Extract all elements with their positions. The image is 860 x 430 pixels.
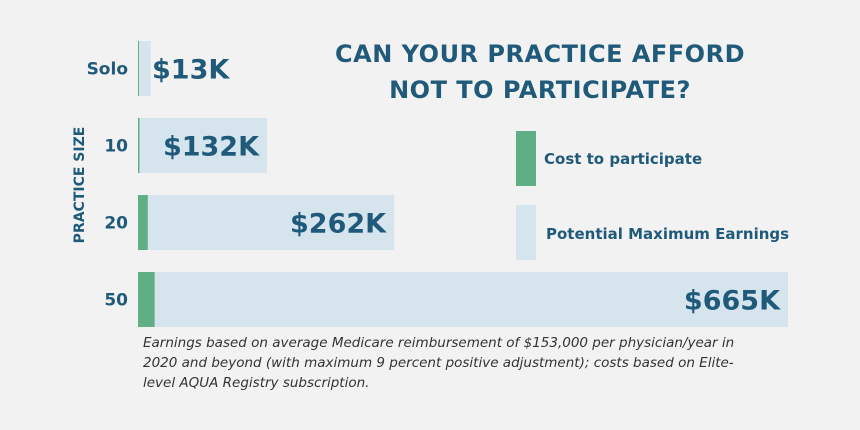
category-label-1: 10 — [104, 137, 128, 157]
cost-bar-1 — [138, 118, 140, 173]
legend-label-earnings: Potential Maximum Earnings — [546, 225, 790, 243]
earnings-bar-0 — [138, 41, 151, 96]
value-label-2: $262K — [290, 209, 387, 240]
earnings-bar-1 — [138, 118, 268, 173]
cost-bar-3 — [138, 272, 155, 327]
cost-bar-2 — [138, 195, 148, 250]
category-label-0: Solo — [87, 60, 128, 80]
chart-title: CAN YOUR PRACTICE AFFORD NOT TO PARTICIP… — [300, 36, 780, 108]
value-label-1: $132K — [163, 132, 260, 163]
footnote: Earnings based on average Medicare reimb… — [143, 335, 735, 391]
legend-swatch-cost — [516, 131, 536, 186]
legend-label-cost: Cost to participate — [544, 150, 703, 168]
legend-swatch-earnings — [516, 205, 536, 260]
title-line-1: CAN YOUR PRACTICE AFFORD — [335, 40, 745, 68]
category-label-2: 20 — [104, 214, 128, 234]
value-label-0: $13K — [152, 55, 230, 86]
cost-bar-0 — [138, 41, 139, 96]
title-line-2: NOT TO PARTICIPATE? — [389, 76, 691, 104]
earnings-bar-2 — [138, 195, 395, 250]
earnings-bar-3 — [138, 272, 788, 327]
value-label-3: $665K — [684, 286, 781, 317]
category-label-3: 50 — [104, 291, 128, 311]
